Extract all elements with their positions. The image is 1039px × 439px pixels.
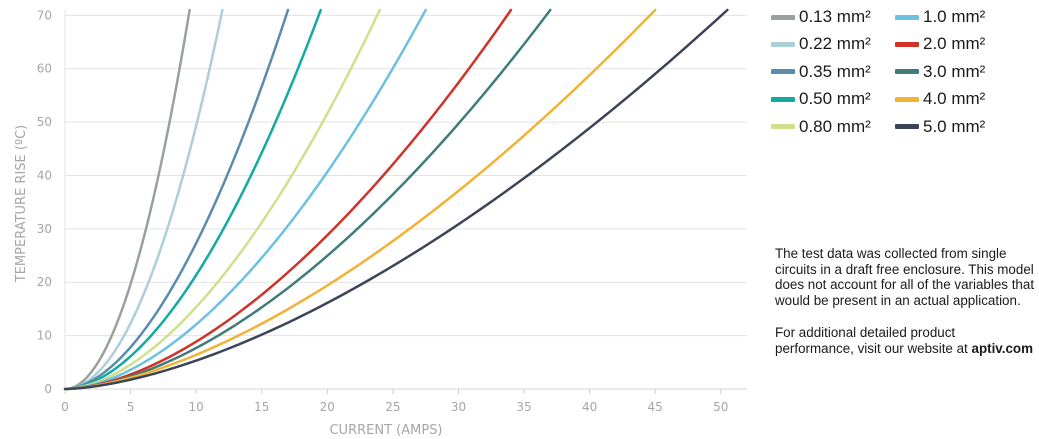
x-tick-label: 50	[713, 400, 728, 414]
series-lines	[63, 8, 729, 391]
y-tick-label: 60	[37, 62, 52, 76]
legend-swatch	[771, 14, 795, 20]
legend-swatch	[771, 41, 795, 47]
legend-swatch	[895, 96, 919, 102]
x-axis-title: CURRENT (AMPS)	[329, 423, 442, 438]
legend-label: 5.0 mm²	[923, 116, 986, 136]
series-line-3	[63, 8, 290, 391]
y-tick-label: 0	[44, 382, 52, 396]
legend-swatch	[895, 41, 919, 47]
legend-swatch	[895, 69, 919, 75]
y-tick-label: 40	[37, 168, 52, 182]
x-tick-label: 30	[451, 400, 466, 414]
website-note-text: For additional detailed product performa…	[775, 324, 968, 356]
gridlines	[65, 14, 747, 337]
legend-label: 2.0 mm²	[923, 34, 986, 54]
website-note: For additional detailed product performa…	[775, 325, 1037, 356]
x-tick-label: 5	[127, 400, 135, 414]
series-line-9	[63, 8, 657, 391]
x-tick-label: 35	[516, 400, 531, 414]
legend-label: 3.0 mm²	[923, 61, 986, 81]
legend-swatch	[771, 124, 795, 130]
legend-swatch	[771, 69, 795, 75]
legend-swatch	[895, 14, 919, 20]
website-link[interactable]: aptiv.com	[971, 340, 1034, 356]
series-line-2	[63, 8, 224, 391]
legend-item: 0.50 mm²	[771, 88, 871, 110]
legend-label: 0.50 mm²	[799, 89, 871, 109]
legend-swatch	[771, 96, 795, 102]
x-tick-label: 15	[254, 400, 269, 414]
y-tick-label: 70	[37, 8, 52, 22]
x-tick-label: 0	[61, 400, 69, 414]
y-tick-label: 20	[37, 275, 52, 289]
legend-item: 0.35 mm²	[771, 61, 871, 83]
legend-item: 4.0 mm²	[895, 88, 985, 110]
legend-label: 0.80 mm²	[799, 116, 871, 136]
legend-item: 2.0 mm²	[895, 33, 985, 55]
legend-item: 0.80 mm²	[771, 116, 871, 138]
y-axis-title: TEMPERATURE RISE (ºC)	[14, 125, 29, 283]
x-tick-label: 10	[189, 400, 204, 414]
x-tick-label: 20	[320, 400, 335, 414]
y-tick-label: 10	[37, 329, 52, 343]
series-line-1	[63, 8, 191, 391]
legend-item: 3.0 mm²	[895, 61, 985, 83]
legend-label: 0.35 mm²	[799, 61, 871, 81]
series-line-4	[63, 8, 322, 391]
series-line-7	[63, 8, 513, 391]
series-line-8	[63, 8, 552, 391]
y-tick-label: 50	[37, 115, 52, 129]
legend-label: 0.13 mm²	[799, 7, 871, 26]
axes	[64, 10, 747, 394]
legend-swatch	[895, 124, 919, 130]
legend-item: 0.13 mm²	[771, 6, 871, 28]
legend-label: 4.0 mm²	[923, 89, 986, 109]
series-line-5	[63, 8, 382, 391]
legend-item: 1.0 mm²	[895, 6, 985, 28]
disclaimer-note: The test data was collected from single …	[775, 246, 1037, 356]
legend-item: 0.22 mm²	[771, 33, 871, 55]
temperature-rise-chart: 0 10 20 30 40 50 60 70 0 5 10 15 20 25 30 35 40 45 50 CURR…	[14, 8, 747, 438]
legend-item: 5.0 mm²	[895, 116, 985, 138]
legend-label: 0.22 mm²	[799, 34, 871, 54]
disclaimer-text: The test data was collected from single …	[775, 246, 1035, 309]
series-line-10	[63, 8, 729, 391]
legend-label: 1.0 mm²	[923, 7, 986, 26]
x-tick-label: 25	[385, 400, 400, 414]
x-tick-label: 40	[582, 400, 597, 414]
x-tick-label: 45	[648, 400, 663, 414]
tick-labels: 0 10 20 30 40 50 60 70 0 5 10 15 20 25 30 35 40 45 50	[37, 8, 729, 414]
series-line-6	[63, 8, 427, 391]
y-tick-label: 30	[37, 222, 52, 236]
